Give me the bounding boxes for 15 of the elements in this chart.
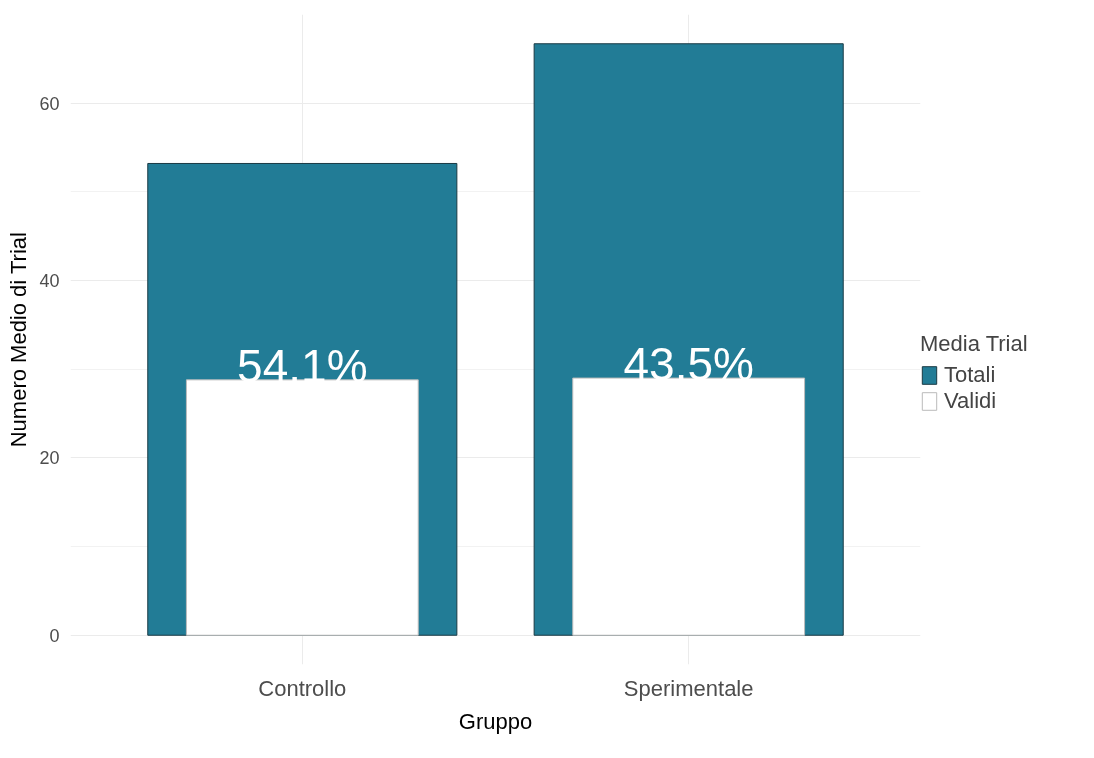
y-tick-label: 40 [39, 271, 60, 292]
bar [185, 379, 419, 636]
x-tick-label: Controllo [258, 675, 347, 701]
y-tick-label: 60 [39, 93, 60, 114]
x-axis-title: Gruppo [458, 708, 533, 734]
legend-title: Media Trial [920, 331, 1028, 357]
legend-label: Totali [944, 362, 996, 388]
annotation: 54.1% [237, 339, 368, 392]
x-tick-label: Sperimentale [623, 675, 754, 701]
y-tick-label: 20 [39, 448, 60, 469]
y-tick-label: 0 [49, 625, 60, 646]
bar [572, 377, 806, 636]
annotation: 43.5% [623, 338, 754, 391]
y-axis-title: Numero Medio di Trial [6, 232, 32, 448]
legend-label: Validi [944, 388, 997, 414]
